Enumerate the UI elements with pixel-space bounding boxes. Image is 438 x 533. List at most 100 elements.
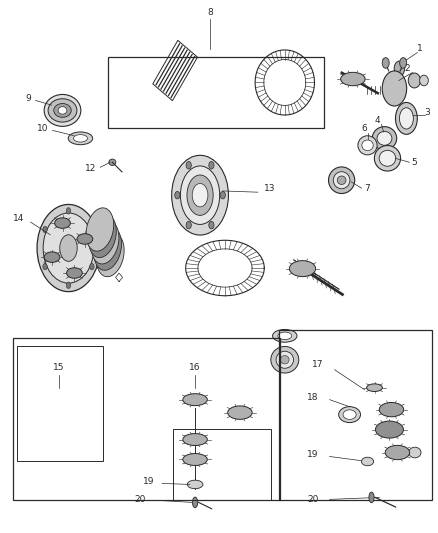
Ellipse shape: [187, 480, 203, 489]
Ellipse shape: [220, 191, 226, 199]
Ellipse shape: [399, 108, 413, 129]
Ellipse shape: [44, 94, 81, 126]
Text: 16: 16: [189, 363, 201, 372]
Ellipse shape: [228, 406, 252, 419]
Ellipse shape: [375, 421, 403, 438]
Ellipse shape: [377, 132, 392, 146]
Text: 6: 6: [362, 124, 367, 133]
Ellipse shape: [88, 214, 117, 257]
Ellipse shape: [96, 233, 124, 277]
Ellipse shape: [183, 394, 207, 406]
Ellipse shape: [341, 72, 365, 86]
Ellipse shape: [372, 127, 397, 150]
Text: 2: 2: [405, 64, 410, 73]
Ellipse shape: [43, 263, 47, 270]
Ellipse shape: [420, 75, 428, 86]
Text: 18: 18: [307, 393, 318, 402]
Ellipse shape: [54, 103, 71, 117]
Ellipse shape: [192, 497, 198, 508]
Ellipse shape: [66, 208, 71, 214]
Ellipse shape: [382, 71, 406, 106]
Ellipse shape: [74, 135, 88, 142]
Ellipse shape: [278, 332, 292, 340]
Ellipse shape: [328, 167, 355, 193]
Ellipse shape: [183, 433, 207, 446]
Text: 1: 1: [417, 44, 422, 53]
Text: 19: 19: [307, 450, 318, 459]
Ellipse shape: [37, 205, 100, 292]
Ellipse shape: [394, 61, 405, 76]
Bar: [108, 56, 324, 128]
Ellipse shape: [44, 252, 60, 262]
Bar: [13, 338, 280, 500]
Ellipse shape: [192, 183, 208, 207]
Ellipse shape: [55, 218, 71, 228]
Text: 20: 20: [307, 495, 318, 504]
Ellipse shape: [109, 159, 116, 165]
Ellipse shape: [276, 351, 293, 368]
Ellipse shape: [379, 150, 396, 166]
Ellipse shape: [369, 492, 374, 503]
Text: 8: 8: [207, 8, 213, 17]
Text: 9: 9: [26, 94, 32, 103]
Ellipse shape: [172, 155, 229, 235]
Ellipse shape: [77, 233, 93, 244]
Ellipse shape: [58, 107, 67, 114]
Text: 13: 13: [264, 184, 276, 193]
Ellipse shape: [90, 226, 94, 232]
Ellipse shape: [43, 226, 47, 232]
Ellipse shape: [400, 58, 406, 68]
Ellipse shape: [183, 454, 207, 465]
Text: 20: 20: [134, 495, 146, 504]
Ellipse shape: [409, 447, 421, 458]
Ellipse shape: [68, 132, 93, 145]
Ellipse shape: [408, 73, 420, 88]
Ellipse shape: [385, 446, 410, 459]
Ellipse shape: [290, 261, 316, 277]
Text: 3: 3: [424, 108, 430, 117]
Ellipse shape: [67, 268, 82, 278]
Ellipse shape: [379, 402, 404, 417]
Ellipse shape: [187, 175, 213, 215]
Ellipse shape: [374, 146, 401, 171]
Ellipse shape: [91, 221, 119, 264]
Text: 14: 14: [13, 214, 25, 223]
Text: 12: 12: [85, 164, 96, 173]
Bar: [279, 330, 432, 500]
Ellipse shape: [337, 176, 346, 184]
Ellipse shape: [367, 384, 382, 392]
Ellipse shape: [382, 58, 389, 68]
Ellipse shape: [280, 356, 289, 364]
Text: 5: 5: [412, 158, 417, 167]
Ellipse shape: [66, 282, 71, 288]
Ellipse shape: [43, 213, 94, 283]
Ellipse shape: [175, 191, 180, 199]
Ellipse shape: [271, 346, 299, 373]
Ellipse shape: [358, 136, 377, 155]
Ellipse shape: [90, 263, 94, 270]
Text: 4: 4: [374, 116, 380, 125]
Ellipse shape: [209, 221, 214, 229]
Ellipse shape: [180, 166, 220, 224]
Ellipse shape: [272, 329, 297, 342]
Bar: [17, 346, 103, 461]
Bar: [173, 429, 272, 500]
Ellipse shape: [361, 457, 374, 466]
Ellipse shape: [396, 102, 417, 134]
Ellipse shape: [209, 161, 214, 169]
Ellipse shape: [362, 140, 373, 151]
Text: 19: 19: [142, 477, 154, 486]
Ellipse shape: [48, 99, 77, 122]
Ellipse shape: [86, 208, 114, 251]
Text: 17: 17: [312, 360, 323, 369]
Text: 15: 15: [53, 363, 64, 372]
Ellipse shape: [333, 172, 350, 189]
Ellipse shape: [60, 235, 77, 261]
Ellipse shape: [186, 221, 191, 229]
Ellipse shape: [343, 410, 356, 419]
Text: 7: 7: [365, 184, 371, 193]
Ellipse shape: [94, 227, 121, 270]
Text: 10: 10: [37, 124, 48, 133]
Ellipse shape: [186, 161, 191, 169]
Ellipse shape: [339, 407, 360, 423]
